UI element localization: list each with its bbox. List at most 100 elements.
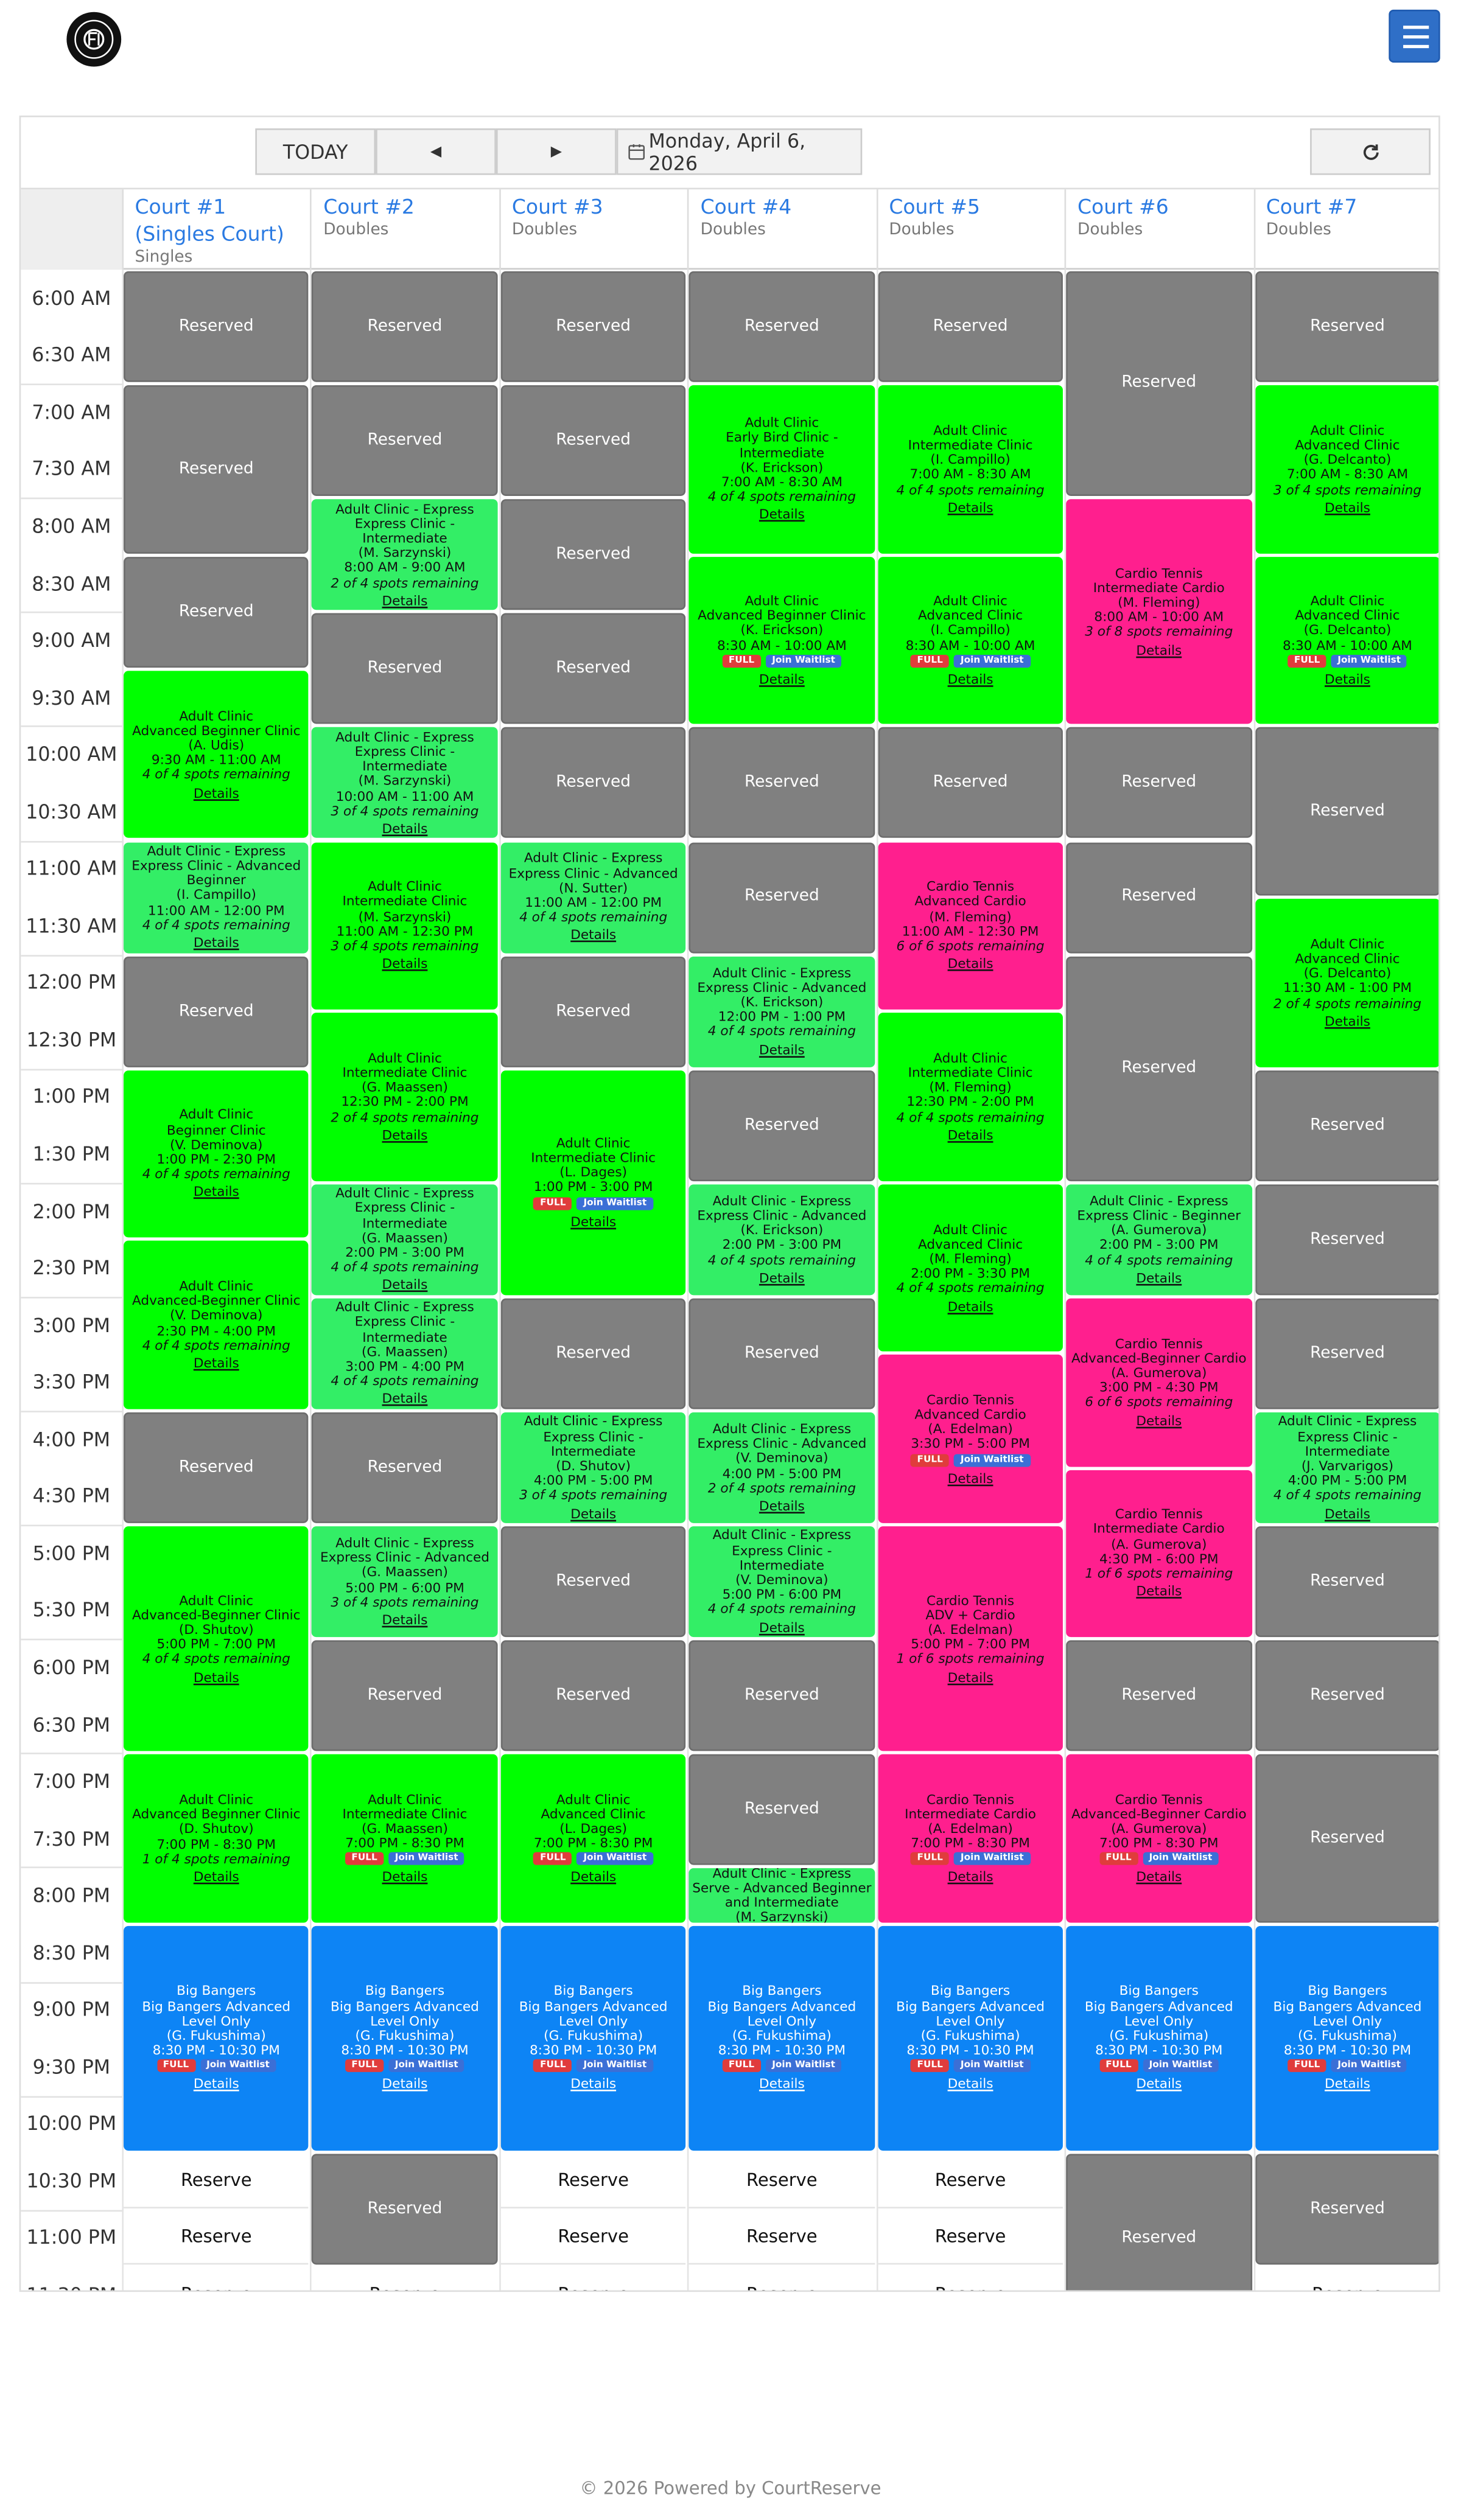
details-link[interactable]: Details <box>1325 1012 1370 1028</box>
waitlist-button[interactable]: Join Waitlist <box>954 1852 1031 1866</box>
court-name[interactable]: Court #3 <box>511 194 603 218</box>
details-link[interactable]: Details <box>570 926 617 943</box>
waitlist-button[interactable]: Join Waitlist <box>954 654 1031 668</box>
reserve-slot[interactable]: Reserve <box>877 2154 1063 2208</box>
details-link[interactable]: Details <box>759 1041 805 1057</box>
waitlist-button[interactable]: Join Waitlist <box>388 1852 465 1866</box>
details-link[interactable]: Details <box>947 671 993 687</box>
details-link[interactable]: Details <box>382 1869 428 1885</box>
details-link[interactable]: Details <box>947 1126 993 1143</box>
details-link[interactable]: Details <box>1136 2076 1182 2092</box>
details-link[interactable]: Details <box>382 1391 428 1407</box>
event-block[interactable]: Adult Clinic - Express Express Clinic - I… <box>689 1526 875 1638</box>
waitlist-button[interactable]: Join Waitlist <box>200 2059 276 2073</box>
details-link[interactable]: Details <box>382 955 428 972</box>
event-block[interactable]: Big Bangers Big Bangers Advanced Level On… <box>312 1925 498 2151</box>
event-block[interactable]: Big Bangers Big Bangers Advanced Level On… <box>1255 1925 1439 2151</box>
details-link[interactable]: Details <box>1325 2076 1370 2092</box>
waitlist-button[interactable]: Join Waitlist <box>1143 1852 1219 1866</box>
event-block[interactable]: Adult Clinic Intermediate Clinic (I. Campi… <box>877 385 1063 554</box>
details-link[interactable]: Details <box>947 1668 993 1685</box>
reserve-link[interactable]: Reserve <box>370 2285 441 2290</box>
reserve-slot[interactable]: Reserve <box>124 2154 309 2208</box>
details-link[interactable]: Details <box>570 2076 617 2092</box>
reserve-link[interactable]: Reserve <box>746 2169 818 2191</box>
event-block[interactable]: Adult Clinic - Express Express Clinic - I… <box>1255 1412 1439 1524</box>
event-block[interactable]: Adult Clinic Early Bird Clinic - Intermed… <box>689 385 875 554</box>
details-link[interactable]: Details <box>382 2076 428 2092</box>
reserve-link[interactable]: Reserve <box>181 2285 252 2290</box>
details-link[interactable]: Details <box>947 2076 993 2092</box>
reserve-slot[interactable]: Reserve <box>689 2154 875 2208</box>
details-link[interactable]: Details <box>382 1276 428 1293</box>
event-block[interactable]: Adult Clinic Advanced Clinic (G. Delcanto)… <box>1255 385 1439 554</box>
details-link[interactable]: Details <box>193 934 239 951</box>
details-link[interactable]: Details <box>193 2076 239 2092</box>
waitlist-button[interactable]: Join Waitlist <box>765 654 842 668</box>
event-block[interactable]: Adult Clinic Advanced Beginner Clinic (A. … <box>124 671 309 839</box>
reserve-link[interactable]: Reserve <box>746 2226 818 2248</box>
event-block[interactable]: Adult Clinic Advanced Clinic (I. Campillo)… <box>877 556 1063 725</box>
logo[interactable] <box>66 11 122 67</box>
event-block[interactable]: Adult Clinic - Express Express Clinic - A… <box>689 1412 875 1524</box>
reserve-link[interactable]: Reserve <box>746 2285 818 2290</box>
waitlist-button[interactable]: Join Waitlist <box>765 2059 842 2073</box>
event-block[interactable]: Adult Clinic - Express Express Clinic - A… <box>689 1184 875 1296</box>
reserve-slot[interactable]: Reserve <box>500 2268 686 2291</box>
reserve-slot[interactable]: Reserve <box>124 2268 309 2291</box>
event-block[interactable]: Adult Clinic - Express Express Clinic - A… <box>689 955 875 1067</box>
event-block[interactable]: Cardio Tennis Advanced-Beginner Cardio (A.… <box>1066 1754 1252 1923</box>
details-link[interactable]: Details <box>1325 498 1370 515</box>
details-link[interactable]: Details <box>947 1469 993 1486</box>
event-block[interactable]: Adult Clinic Intermediate Clinic (M. Flemi… <box>877 1013 1063 1181</box>
court-name[interactable]: Court #6 <box>1077 194 1169 218</box>
event-block[interactable]: Adult Clinic - Express Express Clinic - A… <box>500 842 686 953</box>
event-block[interactable]: Adult Clinic Beginner Clinic (V. Deminova)… <box>124 1070 309 1238</box>
event-block[interactable]: Adult Clinic Advanced Clinic (G. Delcanto)… <box>1255 899 1439 1067</box>
waitlist-button[interactable]: Join Waitlist <box>1331 2059 1407 2073</box>
event-block[interactable]: Adult Clinic - Express Express Clinic - B… <box>1066 1184 1252 1296</box>
event-block[interactable]: Adult Clinic Intermediate Clinic (G. Maass… <box>312 1013 498 1181</box>
event-block[interactable]: Adult Clinic - Express Express Clinic - I… <box>312 499 498 610</box>
reserve-link[interactable]: Reserve <box>1312 2285 1383 2290</box>
event-block[interactable]: Big Bangers Big Bangers Advanced Level On… <box>689 1925 875 2151</box>
reserve-slot[interactable]: Reserve <box>877 2268 1063 2291</box>
court-name[interactable]: Court #1 (Singles Court) <box>135 194 284 246</box>
details-link[interactable]: Details <box>759 1269 805 1285</box>
event-block[interactable]: Adult Clinic Advanced-Beginner Clinic (V. … <box>124 1241 309 1409</box>
waitlist-button[interactable]: Join Waitlist <box>1331 654 1407 668</box>
details-link[interactable]: Details <box>193 1183 239 1200</box>
court-name[interactable]: Court #2 <box>323 194 415 218</box>
details-link[interactable]: Details <box>382 592 428 608</box>
event-block[interactable]: Big Bangers Big Bangers Advanced Level On… <box>1066 1925 1252 2151</box>
reserve-slot[interactable]: Reserve <box>689 2211 875 2265</box>
event-block[interactable]: Adult Clinic Advanced Beginner Clinic (D. … <box>124 1754 309 1923</box>
details-link[interactable]: Details <box>1325 1504 1370 1521</box>
details-link[interactable]: Details <box>947 498 993 515</box>
event-block[interactable]: Cardio Tennis Advanced Cardio (A. Edelman)… <box>877 1355 1063 1524</box>
details-link[interactable]: Details <box>759 506 805 523</box>
waitlist-button[interactable]: Join Waitlist <box>954 1453 1031 1467</box>
event-block[interactable]: Cardio Tennis Advanced-Beginner Cardio (A.… <box>1066 1298 1252 1467</box>
reserve-link[interactable]: Reserve <box>934 2226 1006 2248</box>
details-link[interactable]: Details <box>193 1668 239 1685</box>
details-link[interactable]: Details <box>947 955 993 972</box>
reserve-slot[interactable]: Reserve <box>1255 2268 1439 2291</box>
details-link[interactable]: Details <box>947 1297 993 1314</box>
event-block[interactable]: Cardio Tennis Intermediate Cardio (A. Gume… <box>1066 1469 1252 1638</box>
reserve-link[interactable]: Reserve <box>934 2169 1006 2191</box>
menu-button[interactable] <box>1389 9 1440 63</box>
reserve-slot[interactable]: Reserve <box>124 2211 309 2265</box>
event-block[interactable]: Adult Clinic - Express Express Clinic - I… <box>312 727 498 839</box>
event-block[interactable]: Adult Clinic Advanced Clinic (G. Delcanto)… <box>1255 556 1439 725</box>
event-block[interactable]: Adult Clinic - Express Express Clinic - A… <box>312 1526 498 1638</box>
date-picker[interactable]: Monday, April 6, 2026 <box>616 128 863 175</box>
details-link[interactable]: Details <box>1136 641 1182 658</box>
event-block[interactable]: Cardio Tennis Intermediate Cardio (A. Edel… <box>877 1754 1063 1923</box>
waitlist-button[interactable]: Join Waitlist <box>954 2059 1031 2073</box>
reserve-link[interactable]: Reserve <box>180 2169 252 2191</box>
court-name[interactable]: Court #5 <box>889 194 980 218</box>
waitlist-button[interactable]: Join Waitlist <box>1143 2059 1219 2073</box>
prev-button[interactable]: ◀ <box>376 128 496 175</box>
refresh-button[interactable] <box>1310 128 1431 175</box>
